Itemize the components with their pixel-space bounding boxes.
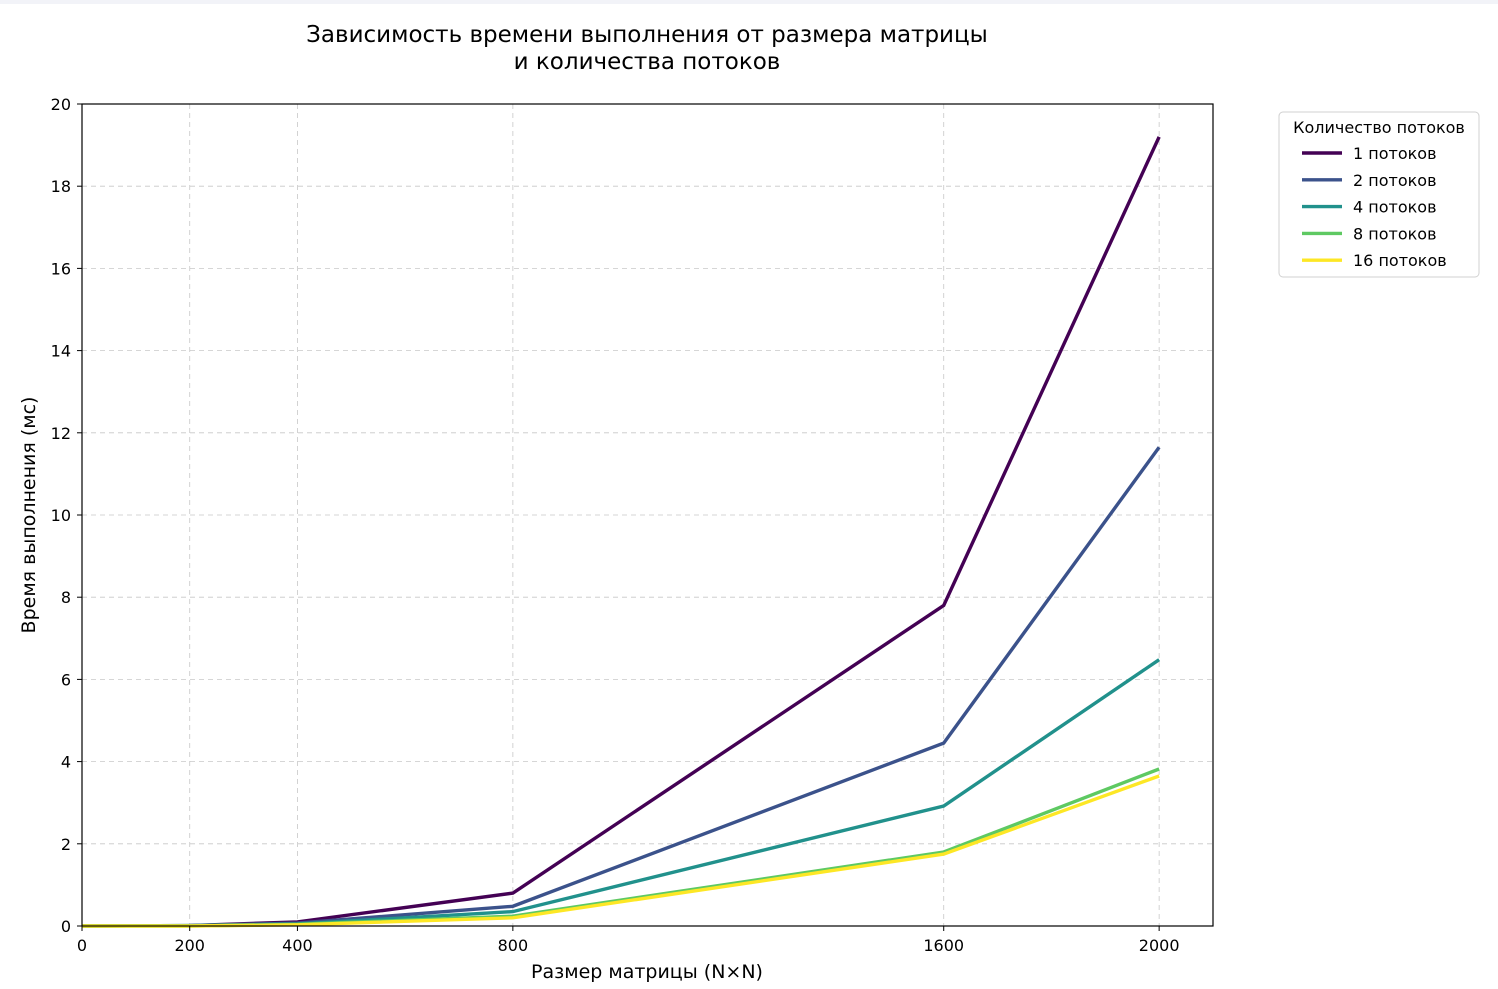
y-axis-ticks: 0 2 4 6 8 10 12 14 16 18 20: [51, 95, 82, 936]
y-tick-label: 2: [61, 835, 71, 854]
y-tick-label: 0: [61, 917, 71, 936]
x-tick-label: 2000: [1139, 936, 1180, 955]
legend-entry-label: 8 потоков: [1353, 224, 1437, 243]
chart-title-line-1: Зависимость времени выполнения от размер…: [306, 22, 988, 48]
legend-entry-label: 2 потоков: [1353, 171, 1437, 190]
y-axis-label: Время выполнения (мс): [18, 397, 40, 634]
y-tick-label: 20: [51, 95, 71, 114]
x-tick-label: 1600: [923, 936, 964, 955]
legend-entry-label: 1 потоков: [1353, 144, 1437, 163]
x-axis-ticks: 0 200 400 800 1600 2000: [77, 926, 1180, 955]
y-tick-label: 4: [61, 753, 71, 772]
y-tick-label: 6: [61, 670, 71, 689]
x-axis-label: Размер матрицы (N×N): [531, 961, 763, 983]
y-tick-label: 18: [51, 177, 71, 196]
y-tick-label: 16: [51, 259, 71, 278]
y-tick-label: 10: [51, 506, 71, 525]
legend-title: Количество потоков: [1293, 118, 1465, 137]
chart-title-line-2: и количества потоков: [514, 49, 781, 75]
series-line-3: [81, 658, 1161, 928]
top-strip: [0, 0, 1498, 4]
y-tick-label: 14: [51, 342, 71, 361]
x-tick-label: 400: [282, 936, 313, 955]
series-line-2: [81, 446, 1161, 928]
x-tick-label: 200: [174, 936, 205, 955]
series-line-5: [82, 774, 1160, 928]
x-tick-label: 0: [77, 936, 87, 955]
legend-entry-label: 16 потоков: [1353, 251, 1447, 270]
series-line-1: [81, 136, 1161, 928]
x-tick-label: 800: [498, 936, 529, 955]
legend-entry-label: 4 потоков: [1353, 198, 1437, 217]
series-lines: [81, 136, 1161, 928]
legend: Количество потоков 1 потоков 2 потоков 4 п…: [1278, 111, 1480, 278]
y-tick-label: 8: [61, 588, 71, 607]
y-tick-label: 12: [51, 424, 71, 443]
